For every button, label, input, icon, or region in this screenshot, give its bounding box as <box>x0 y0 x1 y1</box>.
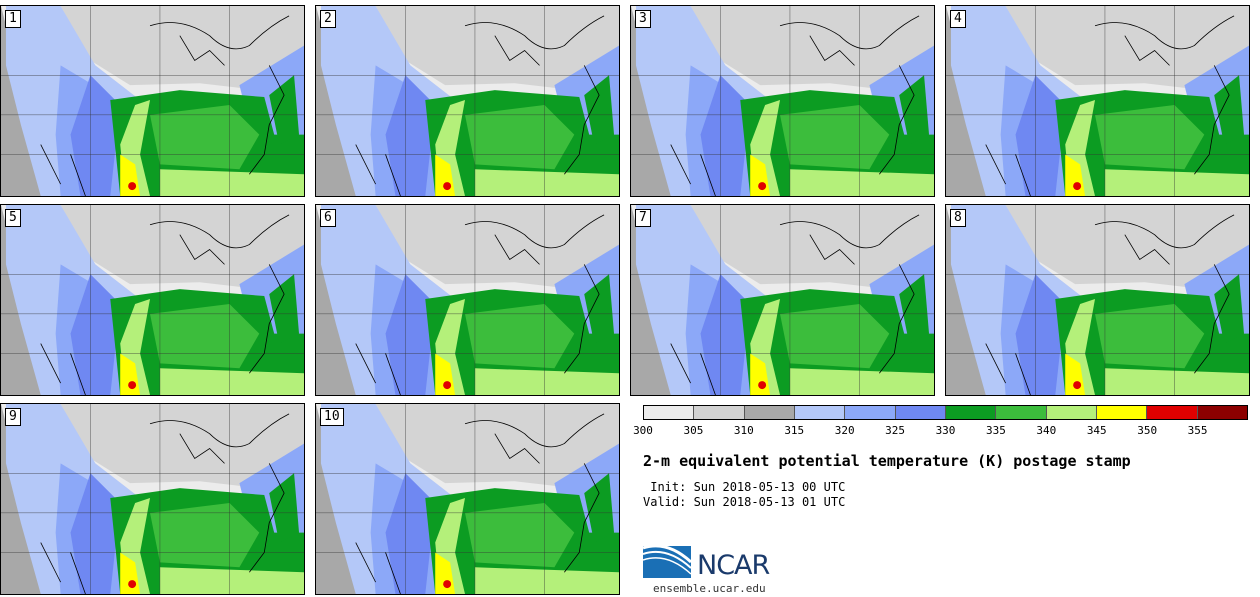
legend-swatch <box>845 406 896 419</box>
panel-label: 6 <box>320 209 336 227</box>
legend-tick-label: 320 <box>834 424 855 437</box>
panel-label: 5 <box>5 209 21 227</box>
panel-label: 7 <box>635 209 651 227</box>
panel-label: 2 <box>320 10 336 28</box>
legend-swatch <box>644 406 695 419</box>
legend-swatch <box>895 406 946 419</box>
ncar-logo-icon <box>643 544 693 578</box>
legend-swatch <box>1096 406 1148 419</box>
panel-label: 4 <box>950 10 966 28</box>
map-panel: 7 <box>630 204 935 396</box>
legend-tick-label: 340 <box>1036 424 1057 437</box>
panel-label: 9 <box>5 408 21 426</box>
panel-label: 8 <box>950 209 966 227</box>
legend-tick-label: 325 <box>885 424 906 437</box>
map-panel: 2 <box>315 5 620 197</box>
map-panel: 4 <box>945 5 1250 197</box>
legend-tick-label: 345 <box>1086 424 1107 437</box>
color-legend <box>643 405 1248 420</box>
valid-time: Valid: Sun 2018-05-13 01 UTC <box>643 495 846 509</box>
legend-swatch <box>996 406 1047 419</box>
map-panel: 1 <box>0 5 305 197</box>
legend-tick-label: 300 <box>633 424 653 437</box>
legend-swatch <box>1197 406 1247 419</box>
legend-swatch <box>1147 406 1198 419</box>
map-panel: 6 <box>315 204 620 396</box>
legend-swatch <box>794 406 846 419</box>
legend-tick-label: 355 <box>1187 424 1208 437</box>
panel-label: 3 <box>635 10 651 28</box>
map-title: 2-m equivalent potential temperature (K)… <box>643 452 1131 470</box>
legend-tick-label: 315 <box>784 424 805 437</box>
legend-swatch <box>694 406 745 419</box>
legend-swatch <box>744 406 795 419</box>
legend-tick-label: 350 <box>1137 424 1158 437</box>
legend-tick-label: 305 <box>683 424 704 437</box>
map-panel: 10 <box>315 403 620 595</box>
panel-label: 1 <box>5 10 21 28</box>
legend-ticks: 300 305 310 315 320 325 330 335 340 345 350 355 <box>633 424 1248 440</box>
init-time: Init: Sun 2018-05-13 00 UTC <box>643 480 846 494</box>
legend-swatch <box>945 406 997 419</box>
legend-tick-label: 335 <box>985 424 1006 437</box>
logo-text: NCAR <box>697 550 770 581</box>
map-panel: 9 <box>0 403 305 595</box>
map-panel: 8 <box>945 204 1250 396</box>
site-url: ensemble.ucar.edu <box>653 582 766 595</box>
map-panel: 5 <box>0 204 305 396</box>
legend-swatch <box>1046 406 1097 419</box>
legend-tick-label: 330 <box>935 424 956 437</box>
map-panel: 3 <box>630 5 935 197</box>
legend-tick-label: 310 <box>733 424 754 437</box>
panel-label: 10 <box>320 408 344 426</box>
